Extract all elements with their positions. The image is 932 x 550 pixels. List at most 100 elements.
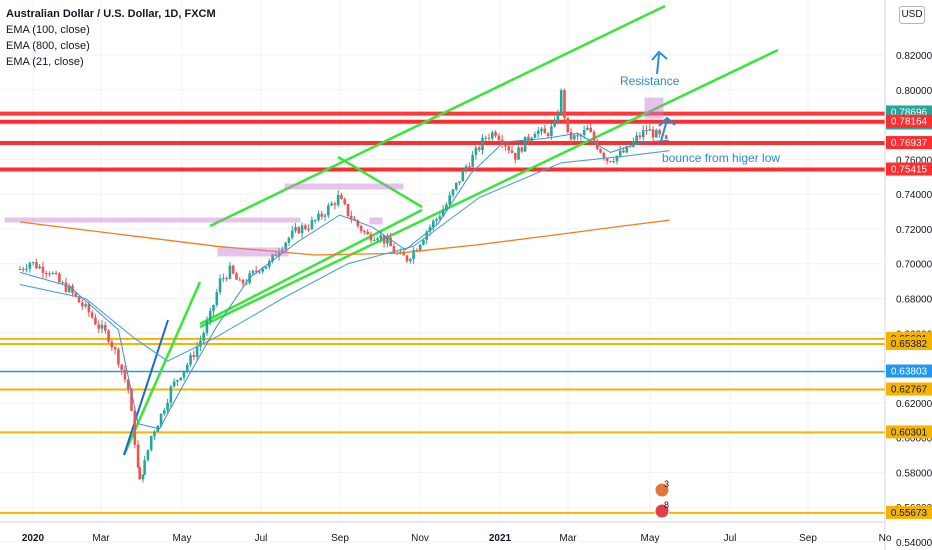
- x-tick-label: Sep: [331, 533, 349, 544]
- candle-body: [573, 135, 576, 140]
- candle-body: [113, 347, 117, 350]
- y-tick-label: 0.80000: [896, 86, 932, 97]
- candle-body: [412, 250, 415, 260]
- candle-body: [507, 146, 511, 151]
- candle-body: [405, 255, 409, 262]
- candle-body: [235, 273, 238, 280]
- price-axis[interactable]: 0.540000.560000.580000.600000.620000.640…: [884, 0, 932, 550]
- trendline: [199, 48, 779, 329]
- candle-body: [18, 268, 22, 270]
- candle-body: [422, 239, 425, 245]
- candle-body: [648, 129, 652, 131]
- candle-body: [44, 273, 48, 275]
- y-tick-label: 0.62000: [896, 399, 932, 410]
- candle-body: [622, 150, 625, 153]
- candle-body: [294, 227, 297, 231]
- candle-body: [277, 251, 281, 257]
- x-tick-label: May: [641, 533, 660, 544]
- resistance-annotation: Resistance: [620, 74, 680, 88]
- ema100-legend: EMA (100, close): [6, 24, 90, 36]
- x-tick-label: Jul: [724, 533, 737, 544]
- ema21-line: [19, 132, 670, 430]
- candle-body: [143, 460, 146, 475]
- earnings-badge[interactable]: [654, 482, 670, 498]
- price-level-label: 0.78164: [891, 117, 928, 128]
- currency-button[interactable]: USD: [899, 6, 925, 24]
- candle-body: [307, 228, 310, 230]
- price-level-tag: [886, 337, 932, 351]
- candle-body: [258, 271, 261, 273]
- candle-body: [376, 238, 379, 240]
- candle-body: [523, 136, 527, 152]
- candle-body: [153, 431, 156, 437]
- y-tick-label: 0.72000: [896, 225, 932, 236]
- price-level-label: 0.62767: [891, 385, 928, 396]
- candle-body: [477, 147, 481, 151]
- candle-body: [569, 132, 573, 140]
- candle-body: [51, 272, 55, 274]
- trendline: [337, 155, 423, 209]
- candle-body: [592, 132, 596, 141]
- candle-body: [589, 127, 593, 133]
- badge-count: 8: [664, 500, 669, 510]
- candle-body: [340, 194, 343, 200]
- trend-channel: [122, 4, 779, 456]
- candle-body: [254, 270, 258, 272]
- ema21-legend: EMA (21, close): [6, 56, 84, 68]
- candle-body: [28, 262, 32, 269]
- price-level-label: 0.60301: [891, 427, 928, 438]
- candle-body: [218, 278, 222, 293]
- candle-body: [582, 130, 586, 135]
- candle-body: [241, 279, 245, 284]
- candle-body: [556, 113, 560, 122]
- candle-body: [497, 135, 501, 140]
- event-badges[interactable]: 3 8: [654, 479, 670, 519]
- candle-body: [163, 410, 166, 414]
- grid: [0, 0, 886, 543]
- y-tick-label: 0.58000: [896, 468, 932, 479]
- price-level-label: 0.65382: [891, 339, 928, 350]
- x-tick-label: No: [879, 533, 892, 544]
- candle-body: [110, 341, 114, 348]
- candle-body: [100, 324, 104, 329]
- zone-rect: [284, 183, 404, 190]
- candle-body: [359, 225, 363, 231]
- trendline-blue: [123, 319, 169, 456]
- candle-body: [212, 304, 215, 311]
- candle-body: [533, 134, 537, 138]
- candle-body: [133, 410, 137, 445]
- candle-body: [363, 230, 366, 232]
- ema100-line: [19, 150, 670, 362]
- candle-body: [313, 219, 317, 221]
- price-level-tag: [886, 425, 932, 439]
- candle-body: [231, 265, 235, 274]
- time-axis[interactable]: 2020 Mar May Jul Sep Nov 2021 Mar May Jul Sep No: [0, 521, 892, 544]
- candle-body: [195, 346, 199, 357]
- ema800-legend: EMA (800, close): [6, 40, 90, 52]
- candle-body: [205, 321, 209, 334]
- candle-body: [491, 132, 494, 139]
- candle-body: [172, 381, 176, 387]
- candle-body: [566, 117, 570, 133]
- x-tick-label: Sep: [799, 533, 817, 544]
- candle-body: [58, 273, 61, 283]
- moving-averages: [19, 132, 670, 430]
- candle-body: [546, 133, 550, 136]
- candle-body: [425, 231, 429, 240]
- dividends-badge[interactable]: [654, 503, 670, 519]
- x-tick-label: Jul: [255, 533, 268, 544]
- candle-body: [356, 220, 360, 226]
- candle-body: [146, 449, 150, 461]
- candle-body: [464, 166, 468, 171]
- x-tick-label: Mar: [559, 533, 577, 544]
- candle-body: [527, 136, 530, 141]
- y-tick-label: 0.54000: [896, 538, 932, 549]
- trendline: [122, 281, 202, 456]
- price-level-tag: [886, 364, 932, 378]
- candle-body: [605, 158, 609, 162]
- candle-body: [199, 340, 202, 347]
- candle-body: [327, 205, 330, 216]
- candle-body: [372, 239, 376, 241]
- candle-body: [461, 170, 465, 182]
